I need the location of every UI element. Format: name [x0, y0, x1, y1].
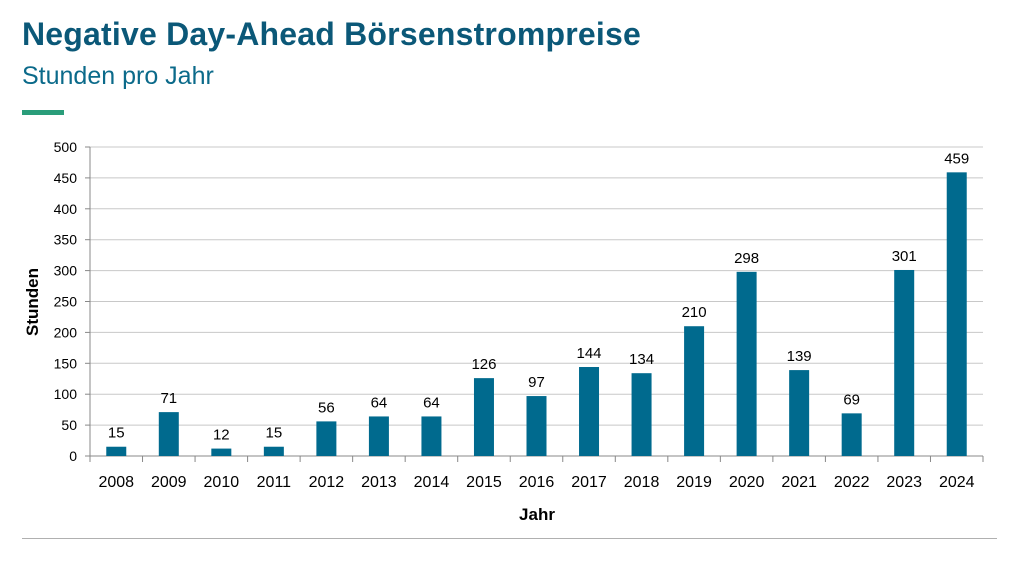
- bar-2022: [841, 413, 862, 456]
- y-tick-label: 400: [54, 201, 78, 217]
- data-label: 459: [944, 150, 969, 167]
- data-label: 56: [318, 399, 335, 416]
- x-tick-label: 2021: [781, 474, 817, 491]
- x-tick-label: 2014: [414, 474, 450, 491]
- bar-2011: [263, 446, 284, 456]
- y-tick-label: 350: [54, 232, 78, 248]
- bar-2019: [684, 326, 705, 456]
- bar-2009: [158, 412, 179, 456]
- bar-2013: [368, 416, 389, 456]
- accent-bar: [22, 110, 64, 115]
- x-tick-label: 2010: [204, 474, 240, 491]
- data-label: 12: [213, 427, 230, 444]
- data-label: 71: [160, 390, 177, 407]
- data-label: 97: [528, 374, 545, 391]
- bar-2010: [211, 448, 232, 456]
- bar-2016: [526, 396, 547, 456]
- grid-lines: [90, 146, 983, 426]
- bar-2020: [736, 271, 757, 456]
- x-tick-label: 2019: [676, 474, 712, 491]
- y-tick-label: 300: [54, 263, 78, 279]
- y-tick-label: 450: [54, 170, 78, 186]
- x-tick-label: 2023: [886, 474, 922, 491]
- data-label: 126: [471, 356, 496, 373]
- data-label: 144: [577, 345, 602, 362]
- x-tick-label: 2009: [151, 474, 187, 491]
- data-label: 210: [682, 304, 707, 321]
- bar-2021: [789, 370, 810, 456]
- page-title: Negative Day-Ahead Börsenstrompreise: [22, 16, 641, 52]
- x-tick-label: 2013: [361, 474, 397, 491]
- bar-2008: [106, 446, 127, 456]
- y-axis-title: Stunden: [23, 268, 42, 336]
- y-tick-label: 200: [54, 324, 78, 340]
- y-tick-labels: 0 50 100 150 200 250 300 350 400 450 500: [54, 139, 78, 464]
- x-tick-label: 2012: [309, 474, 345, 491]
- data-label: 69: [843, 391, 860, 408]
- y-tick-label: 150: [54, 355, 78, 371]
- data-label: 64: [371, 394, 388, 411]
- x-tick-label: 2015: [466, 474, 502, 491]
- y-tick-label: 100: [54, 386, 78, 402]
- y-tick-label: 500: [54, 139, 78, 155]
- data-label: 64: [423, 394, 440, 411]
- x-axis-title: Jahr: [519, 505, 555, 524]
- bar-2015: [473, 378, 494, 456]
- x-tick-label: 2017: [571, 474, 607, 491]
- data-label: 301: [892, 248, 917, 265]
- bar-2012: [316, 421, 337, 456]
- x-tick-label: 2008: [98, 474, 134, 491]
- x-tick-label: 2011: [257, 474, 292, 491]
- x-tick-label: 2022: [834, 474, 870, 491]
- bars: [106, 172, 967, 456]
- y-tick-label: 250: [54, 294, 78, 310]
- data-label: 15: [108, 425, 125, 442]
- data-label: 134: [629, 351, 654, 368]
- footer-divider: [22, 538, 997, 539]
- data-label: 298: [734, 250, 759, 267]
- page-subtitle: Stunden pro Jahr: [22, 62, 214, 90]
- x-tick-label: 2018: [624, 474, 660, 491]
- x-tick-label: 2016: [519, 474, 555, 491]
- x-tick-label: 2024: [939, 474, 975, 491]
- data-label: 15: [266, 425, 283, 442]
- x-tick-labels: 2008 2009 2010 2011 2012 2013 2014 2015 2016 2017…: [98, 474, 974, 491]
- y-tick-label: 50: [61, 417, 77, 433]
- bar-2024: [946, 172, 967, 456]
- data-labels: 15 71 12 15 56 64 64 126 97 144 134 210 298 139 69 301 4…: [108, 150, 969, 443]
- bar-2023: [894, 269, 915, 456]
- x-tick-label: 2020: [729, 474, 765, 491]
- bar-2018: [631, 373, 652, 456]
- y-tick-label: 0: [69, 448, 77, 464]
- data-label: 139: [787, 348, 812, 365]
- bar-2017: [579, 367, 600, 456]
- bar-2014: [421, 416, 442, 456]
